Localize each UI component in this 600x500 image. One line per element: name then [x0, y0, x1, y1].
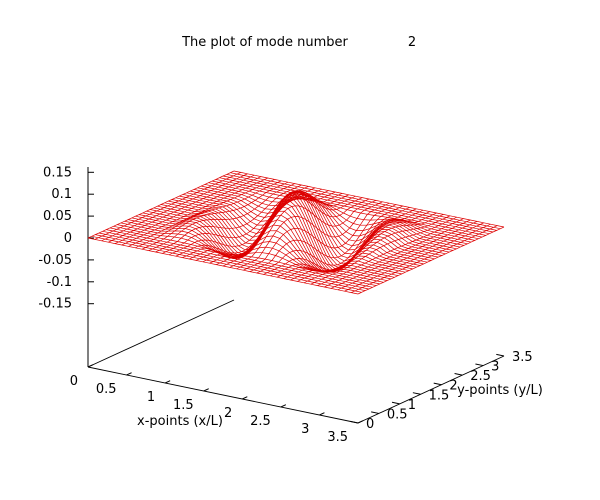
y-tick-label: 0	[366, 417, 374, 432]
mesh-line-x	[276, 209, 424, 278]
mesh-line-x	[155, 184, 302, 253]
mesh-line-x	[108, 174, 255, 243]
y-tick-label: 0.5	[387, 407, 408, 422]
x-tick-label: 2	[224, 406, 232, 421]
floor-back-edge	[87, 299, 235, 368]
x-axis-ticks: 0 0.5 1 1.5 2 2.5 3 3.5	[70, 364, 364, 445]
mesh-line-x	[141, 181, 289, 250]
mesh-line-x	[270, 208, 417, 277]
mesh-line-x	[256, 205, 403, 274]
mesh-line-x	[222, 197, 370, 267]
surface-mesh	[87, 170, 505, 295]
mesh-line-x	[94, 172, 241, 240]
x-tick-mark	[203, 388, 209, 392]
y-tick-mark	[496, 353, 505, 357]
y-tick-mark	[371, 411, 379, 414]
y-tick-label: 1.5	[429, 388, 450, 403]
mesh-line-x	[87, 170, 235, 239]
x-tick-mark	[357, 420, 364, 424]
y-tick-mark	[412, 392, 421, 395]
y-tick-label: 3	[491, 360, 499, 375]
mesh-line-x	[297, 214, 444, 282]
y-tick-mark	[475, 363, 484, 367]
x-tick-label: 2.5	[250, 414, 271, 429]
mesh-line-x	[337, 222, 484, 291]
mesh-line-x	[310, 216, 457, 285]
y-tick-mark	[391, 401, 400, 405]
mesh-line-x	[330, 221, 478, 289]
x-tick-mark	[87, 364, 94, 368]
mesh-line-x	[357, 226, 505, 295]
y-tick-mark	[454, 373, 463, 376]
mesh-line-x	[317, 218, 464, 286]
x-tick-label: 3.5	[327, 430, 348, 445]
mesh-line-x	[249, 204, 397, 272]
x-tick-label: 3	[301, 422, 309, 437]
mesh-line-x	[101, 173, 248, 242]
y-tick-label: 2.5	[470, 369, 491, 384]
x-tick-label: 1	[147, 390, 155, 405]
mesh-line-x	[290, 212, 437, 281]
x-tick-mark	[242, 396, 248, 400]
z-tick-label: 0.1	[51, 187, 72, 202]
y-tick-label: 2	[449, 379, 457, 394]
z-tick-label: -0.05	[38, 253, 72, 268]
y-axis-label: y-points (y/L)	[457, 383, 543, 398]
z-tick-label: 0	[64, 231, 72, 246]
y-tick-label: 1	[408, 398, 416, 413]
z-tick-label: -0.15	[38, 297, 72, 312]
x-tick-mark	[319, 412, 325, 416]
mesh-line-x	[344, 223, 491, 292]
plot-axes	[87, 167, 505, 424]
mesh-line-x	[243, 202, 390, 271]
mesh-line-x	[195, 193, 343, 261]
y-tick-mark	[350, 420, 359, 424]
mesh-line-x	[324, 219, 471, 288]
x-tick-mark	[280, 404, 287, 408]
y-axis-ticks: 0 0.51 1.52 2.53 3.5	[350, 350, 533, 432]
z-tick-label: 0.05	[43, 209, 72, 224]
x-tick-mark	[126, 372, 132, 376]
mesh-line-x	[121, 177, 268, 246]
mesh-line-x	[303, 215, 451, 284]
mode-number: 2	[408, 35, 416, 50]
x-tick-label: 0	[70, 374, 78, 389]
mesh-line-x	[216, 192, 363, 265]
chart-title: The plot of mode number	[181, 35, 348, 50]
z-tick-label: 0.15	[43, 165, 72, 180]
x-axis-label: x-points (x/L)	[137, 414, 223, 429]
mesh-line-x	[114, 176, 262, 244]
y-tick-mark	[433, 382, 442, 386]
x-tick-label: 1.5	[173, 398, 194, 413]
x-tick-label: 0.5	[96, 382, 117, 397]
mesh-line-x	[148, 183, 295, 251]
x-axis-line	[87, 366, 359, 424]
y-tick-label: 3.5	[512, 350, 533, 365]
x-tick-mark	[164, 380, 171, 384]
z-tick-label: -0.1	[47, 275, 72, 290]
mesh-line-x	[229, 200, 376, 268]
mesh-line-x	[209, 190, 356, 264]
mesh-line-x	[128, 179, 275, 247]
mesh-line-x	[135, 180, 282, 249]
z-axis-ticks: 0.15 0.1 0.05 0 -0.05 -0.1 -0.15	[38, 165, 94, 312]
mesh-line-x	[351, 225, 498, 293]
y-axis-line	[357, 355, 505, 424]
mesh-line-x	[236, 201, 383, 270]
mesh-line-x	[189, 191, 336, 260]
